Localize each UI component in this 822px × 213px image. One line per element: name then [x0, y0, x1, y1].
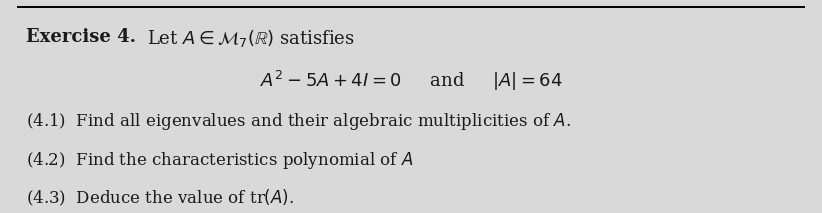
- Text: $A^2 - 5A + 4I = 0$     and     $|A| = 64$: $A^2 - 5A + 4I = 0$ and $|A| = 64$: [260, 68, 562, 92]
- Text: Exercise 4.: Exercise 4.: [26, 28, 136, 46]
- Text: (4.3)  Deduce the value of tr$(A)$.: (4.3) Deduce the value of tr$(A)$.: [26, 188, 294, 209]
- Text: (4.2)  Find the characteristics polynomial of $A$: (4.2) Find the characteristics polynomia…: [26, 150, 413, 171]
- Text: (4.1)  Find all eigenvalues and their algebraic multiplicities of $A$.: (4.1) Find all eigenvalues and their alg…: [26, 111, 571, 132]
- Text: Let $A \in \mathcal{M}_7(\mathbb{R})$ satisfies: Let $A \in \mathcal{M}_7(\mathbb{R})$ sa…: [147, 28, 355, 49]
